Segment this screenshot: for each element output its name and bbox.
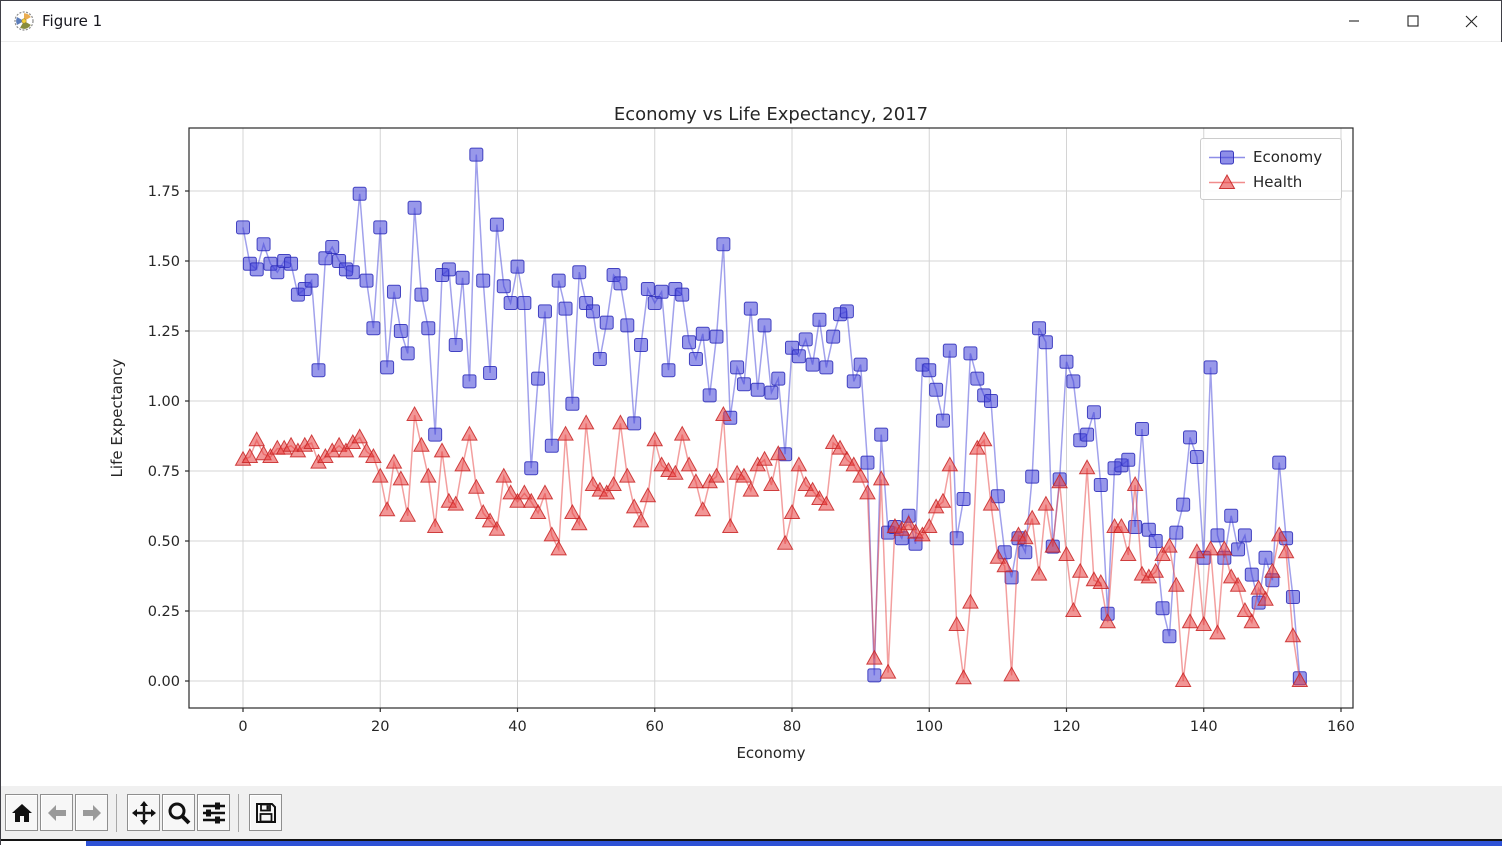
maximize-icon <box>1406 15 1419 27</box>
y-tick-label: 0.50 <box>148 534 180 550</box>
zoom-magnifier-icon <box>168 802 190 824</box>
title-bar: Figure 1 <box>1 1 1501 42</box>
taskbar-sliver <box>86 841 1502 846</box>
axes-frame <box>188 127 1354 709</box>
x-tick-label: 40 <box>508 719 526 735</box>
matplotlib-logo-icon <box>14 11 34 31</box>
home-button[interactable] <box>5 794 38 831</box>
x-tick-label: 0 <box>238 719 247 735</box>
pan-icon <box>131 800 156 825</box>
y-tick-label: 0.00 <box>148 674 180 690</box>
subplots-sliders-icon <box>202 802 225 823</box>
x-tick-label: 160 <box>1327 719 1355 735</box>
x-tick-label: 140 <box>1190 719 1218 735</box>
economy-square-swatch-icon <box>1209 150 1245 164</box>
back-button[interactable] <box>40 794 73 831</box>
navigation-toolbar <box>1 786 1502 839</box>
x-axis-label: Economy <box>736 744 805 762</box>
y-tick-label: 0.25 <box>148 604 180 620</box>
legend[interactable]: Economy Health <box>1200 138 1342 200</box>
save-button[interactable] <box>249 794 282 831</box>
toolbar-separator <box>238 793 239 832</box>
legend-item-health: Health <box>1207 169 1335 194</box>
minimize-icon <box>1348 20 1359 22</box>
health-triangle-swatch-icon <box>1209 173 1245 189</box>
legend-label-economy: Economy <box>1253 147 1323 166</box>
home-icon <box>11 803 32 822</box>
minimize-button[interactable] <box>1324 1 1383 41</box>
maximize-button[interactable] <box>1383 1 1442 41</box>
close-icon <box>1465 15 1478 27</box>
y-axis-label: Life Expectancy <box>108 358 126 477</box>
y-tick-label: 1.50 <box>148 254 180 270</box>
chart-title: Economy vs Life Expectancy, 2017 <box>614 104 928 125</box>
legend-item-economy: Economy <box>1207 144 1335 169</box>
y-tick-label: 1.00 <box>148 394 180 410</box>
forward-button[interactable] <box>75 794 108 831</box>
y-tick-label: 1.75 <box>148 184 180 200</box>
back-arrow-icon <box>47 804 66 821</box>
plot-area: 0 20 40 60 80 100 120 140 160 0.00 0.25 0.50 0.75 1.0… <box>148 127 1355 735</box>
figure-canvas[interactable]: Economy vs Life Expectancy, 2017 Economy… <box>1 42 1502 786</box>
y-tick-label: 1.25 <box>148 324 180 340</box>
x-tick-label: 100 <box>915 719 943 735</box>
pan-button[interactable] <box>127 794 160 831</box>
x-tick-label: 80 <box>783 719 801 735</box>
save-floppy-icon <box>255 802 276 823</box>
x-tick-label: 20 <box>371 719 389 735</box>
zoom-button[interactable] <box>162 794 195 831</box>
window-border <box>1 839 1502 841</box>
window-title: Figure 1 <box>42 12 103 30</box>
window-bottom-edge <box>1 839 1502 846</box>
series-health <box>234 405 1309 688</box>
close-button[interactable] <box>1442 1 1501 41</box>
toolbar-separator <box>116 793 117 832</box>
x-tick-label: 60 <box>646 719 664 735</box>
legend-label-health: Health <box>1253 172 1303 191</box>
configure-subplots-button[interactable] <box>197 794 230 831</box>
x-tick-label: 120 <box>1053 719 1081 735</box>
y-tick-label: 0.75 <box>148 464 180 480</box>
forward-arrow-icon <box>82 804 101 821</box>
plot-svg: Economy vs Life Expectancy, 2017 Economy… <box>108 104 1355 762</box>
series-economy <box>236 147 1307 686</box>
